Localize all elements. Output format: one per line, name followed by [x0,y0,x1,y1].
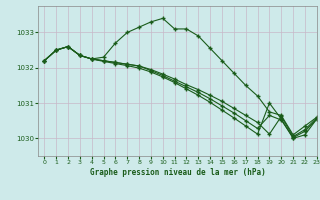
X-axis label: Graphe pression niveau de la mer (hPa): Graphe pression niveau de la mer (hPa) [90,168,266,177]
